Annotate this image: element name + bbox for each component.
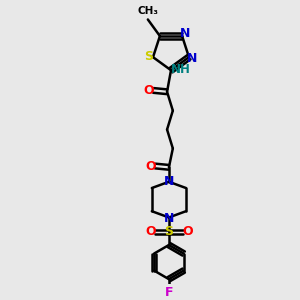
Text: O: O <box>143 84 154 97</box>
Text: N: N <box>179 27 190 40</box>
Text: CH₃: CH₃ <box>137 6 158 16</box>
Text: N: N <box>164 212 174 225</box>
Text: O: O <box>145 225 156 239</box>
Text: NH: NH <box>171 63 191 76</box>
Text: N: N <box>164 175 174 188</box>
Text: N: N <box>186 52 197 65</box>
Text: S: S <box>164 225 173 239</box>
Text: O: O <box>145 160 156 172</box>
Text: S: S <box>144 50 153 63</box>
Text: O: O <box>182 225 193 239</box>
Text: F: F <box>165 286 173 299</box>
